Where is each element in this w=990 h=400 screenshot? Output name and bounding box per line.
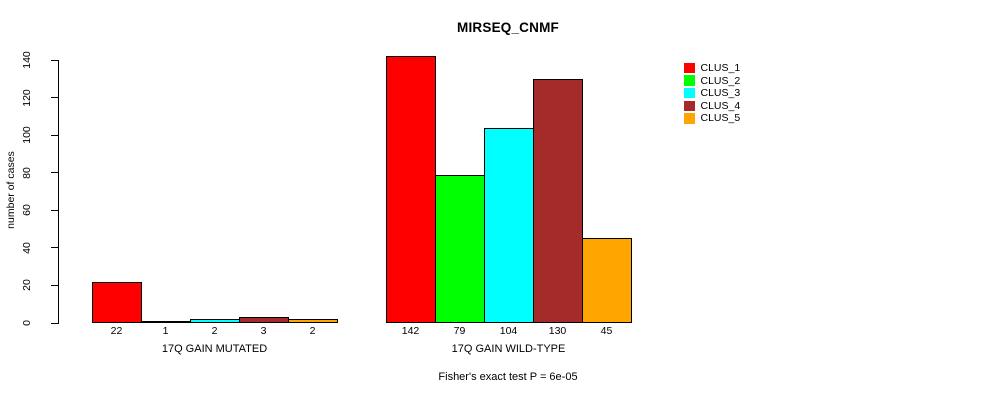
bar-clus_3-group2 (484, 127, 534, 323)
legend-item-clus_5: CLUS_5 (684, 112, 740, 124)
y-axis-tick-label: 80 (21, 166, 33, 179)
legend-item-clus_1: CLUS_1 (684, 62, 740, 74)
y-axis-tick-label: 100 (21, 126, 33, 144)
y-axis-line (57, 59, 59, 324)
y-axis-tick (51, 284, 58, 286)
bar-clus_3-group1 (190, 319, 240, 323)
y-axis-tick-label: 0 (21, 320, 33, 326)
bar-value-label: 130 (548, 325, 567, 337)
bar-value-label: 2 (211, 325, 218, 337)
legend-item-clus_4: CLUS_4 (684, 100, 740, 112)
legend-label: CLUS_3 (700, 87, 741, 100)
legend-swatch-icon (684, 100, 695, 112)
bar-value-label: 3 (260, 325, 267, 337)
y-axis-tick (51, 247, 58, 249)
bar-clus_5-group2 (582, 238, 632, 323)
legend-swatch-icon (684, 75, 695, 86)
chart-title: MIRSEQ_CNMF (457, 20, 559, 35)
bar-value-label: 79 (453, 325, 466, 337)
legend-label: CLUS_2 (700, 74, 741, 87)
legend-swatch-icon (684, 62, 695, 74)
bar-clus_1-group1 (92, 281, 142, 323)
bar-value-label: 104 (499, 325, 518, 337)
y-axis-tick-label: 140 (21, 51, 33, 69)
legend-swatch-icon (684, 87, 695, 99)
group-label-1: 17Q GAIN MUTATED (161, 343, 268, 355)
legend-item-clus_3: CLUS_3 (684, 87, 740, 99)
y-axis-tick (51, 209, 58, 211)
y-axis-tick-label: 120 (21, 88, 33, 107)
y-axis-tick (51, 134, 58, 136)
group-label-2: 17Q GAIN WILD-TYPE (451, 343, 566, 355)
legend-label: CLUS_4 (700, 99, 741, 112)
bar-value-label: 45 (600, 325, 613, 337)
bar-clus_4-group2 (533, 78, 583, 323)
bar-clus_2-group1 (141, 321, 191, 324)
bar-value-label: 22 (110, 325, 123, 337)
y-axis-tick-label: 40 (21, 242, 33, 254)
bar-value-label: 142 (401, 325, 420, 337)
legend-label: CLUS_5 (700, 112, 741, 125)
legend-label: CLUS_1 (700, 62, 741, 74)
y-axis-tick (51, 97, 58, 99)
y-axis-tick-label: 20 (21, 279, 33, 292)
y-axis-tick (51, 172, 58, 174)
y-axis-tick (51, 59, 58, 61)
bar-value-label: 1 (162, 325, 169, 337)
legend-item-clus_2: CLUS_2 (684, 75, 740, 87)
bar-value-label: 2 (309, 325, 316, 337)
bar-clus_1-group2 (386, 56, 436, 323)
y-axis-tick (51, 322, 58, 324)
bar-clus_5-group1 (288, 319, 338, 323)
y-axis-tick-label: 60 (21, 204, 33, 217)
bar-clus_4-group1 (239, 317, 289, 323)
fisher-test-annotation: Fisher's exact test P = 6e-05 (438, 371, 578, 383)
legend-swatch-icon (684, 113, 695, 124)
bar-clus_2-group2 (435, 174, 485, 323)
y-axis-label: number of cases (5, 151, 17, 229)
